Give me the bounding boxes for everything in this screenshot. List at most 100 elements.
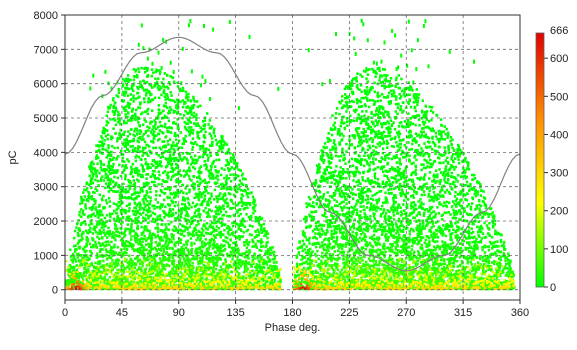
density-point — [106, 257, 109, 261]
core-density-point — [84, 284, 87, 287]
density-point — [182, 89, 185, 93]
density-point — [131, 107, 135, 111]
density-point — [165, 226, 168, 229]
density-point — [220, 253, 223, 256]
density-point — [150, 86, 154, 89]
density-point — [260, 266, 263, 269]
core-density-point — [80, 287, 83, 290]
density-point — [214, 215, 218, 219]
density-point — [95, 154, 99, 157]
density-point — [191, 277, 194, 280]
density-point — [187, 250, 190, 254]
density-point — [160, 81, 163, 84]
density-point — [160, 93, 163, 97]
density-point — [134, 221, 137, 224]
density-point — [122, 281, 126, 285]
density-point — [199, 130, 203, 133]
density-point — [215, 158, 218, 162]
density-point — [125, 86, 128, 89]
density-point — [252, 202, 256, 206]
density-point — [264, 280, 268, 283]
density-point — [271, 246, 274, 249]
density-point — [142, 231, 145, 234]
density-point — [238, 258, 242, 262]
density-point — [122, 208, 125, 212]
density-point — [221, 214, 224, 217]
density-point — [165, 85, 169, 89]
core-density-point — [112, 281, 115, 284]
density-point — [181, 152, 185, 155]
core-density-point — [248, 286, 252, 289]
density-point — [168, 247, 172, 250]
density-point — [222, 213, 226, 217]
density-point — [234, 266, 238, 270]
density-point — [73, 250, 77, 253]
density-point — [163, 228, 167, 232]
density-point — [256, 216, 260, 220]
density-point — [127, 140, 131, 143]
density-point — [156, 215, 159, 218]
core-density-point — [165, 272, 168, 276]
density-point — [90, 215, 93, 218]
density-point — [186, 206, 189, 210]
density-point — [150, 93, 153, 96]
density-point — [97, 270, 100, 274]
density-point — [219, 210, 223, 214]
density-point — [240, 235, 243, 238]
density-point — [153, 254, 156, 257]
density-point — [118, 276, 121, 280]
core-density-point — [197, 272, 201, 276]
density-point — [186, 105, 190, 108]
density-point — [201, 276, 204, 280]
outlier-point — [201, 74, 204, 79]
density-point — [227, 149, 230, 153]
density-point — [133, 266, 136, 269]
density-point — [113, 243, 116, 247]
density-point — [226, 241, 230, 245]
density-point — [108, 250, 111, 254]
density-point — [204, 187, 207, 191]
density-point — [233, 247, 236, 250]
density-point — [267, 260, 271, 263]
density-point — [243, 261, 246, 264]
density-point — [191, 268, 194, 271]
density-point — [165, 180, 169, 183]
density-point — [162, 171, 165, 175]
density-point — [252, 208, 255, 211]
density-point — [129, 128, 133, 131]
outlier-point — [248, 34, 251, 39]
density-point — [200, 266, 204, 270]
density-point — [106, 177, 110, 180]
density-point — [121, 156, 125, 160]
density-point — [173, 265, 176, 269]
density-point — [243, 225, 247, 228]
density-point — [179, 265, 183, 269]
density-point — [122, 78, 125, 81]
density-point — [184, 173, 187, 177]
density-point — [173, 110, 176, 113]
density-point — [114, 106, 117, 110]
density-point — [96, 169, 99, 172]
density-point — [160, 130, 164, 134]
density-point — [162, 255, 165, 258]
density-point — [180, 263, 183, 267]
density-point — [152, 159, 156, 162]
core-density-point — [245, 283, 248, 287]
density-point — [104, 172, 108, 176]
core-density-point — [212, 273, 216, 276]
density-point — [126, 104, 130, 107]
density-point — [82, 191, 85, 194]
density-point — [167, 258, 171, 262]
core-density-point — [252, 279, 256, 282]
density-point — [117, 220, 121, 223]
density-point — [247, 257, 250, 260]
density-point — [139, 175, 143, 179]
density-point — [193, 167, 197, 171]
density-point — [128, 180, 131, 183]
density-point — [188, 260, 192, 263]
density-point — [135, 196, 138, 200]
density-point — [166, 139, 170, 143]
density-point — [157, 164, 160, 168]
density-point — [85, 278, 88, 281]
density-point — [169, 272, 173, 275]
